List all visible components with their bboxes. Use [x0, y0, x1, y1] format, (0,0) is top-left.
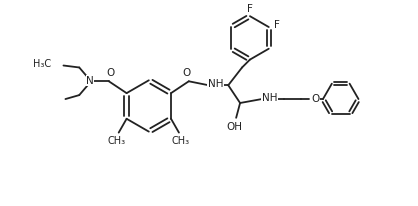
Text: CH₃: CH₃ — [172, 136, 190, 146]
Text: O: O — [183, 68, 191, 78]
Text: O: O — [311, 94, 319, 104]
Text: NH: NH — [208, 79, 223, 89]
Text: O: O — [107, 68, 115, 78]
Text: N: N — [86, 76, 94, 86]
Text: OH: OH — [226, 121, 242, 131]
Text: F: F — [274, 20, 280, 30]
Text: NH: NH — [262, 93, 278, 103]
Text: CH₃: CH₃ — [108, 136, 126, 146]
Text: H₃C: H₃C — [33, 58, 52, 68]
Text: F: F — [247, 4, 253, 14]
